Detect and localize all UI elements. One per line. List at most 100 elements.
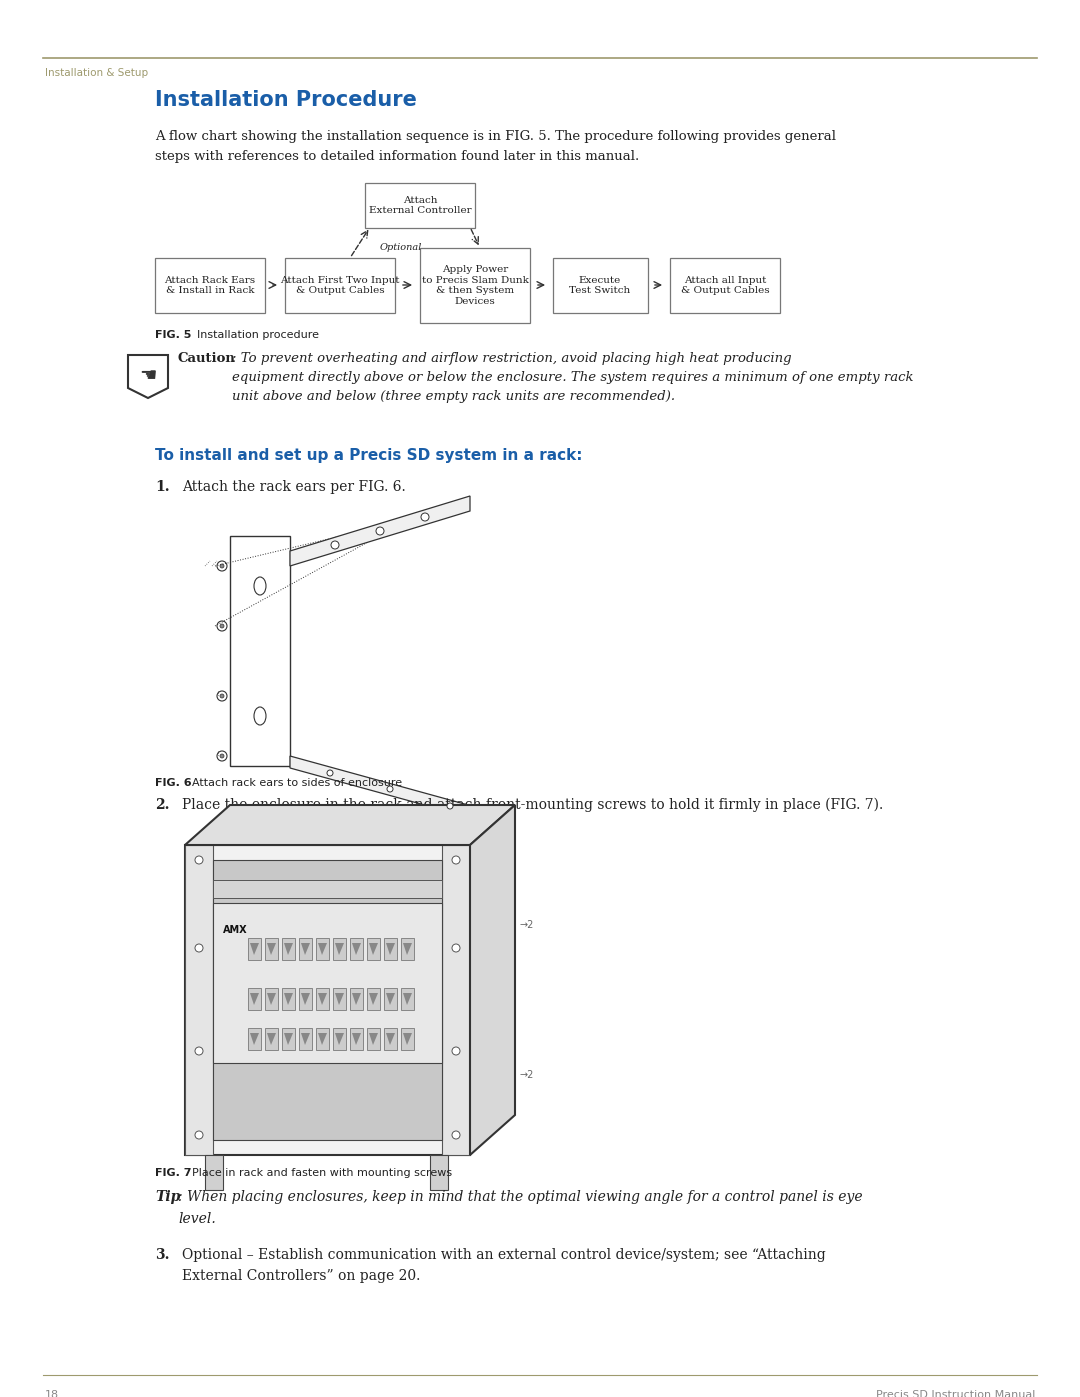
- Text: 3.: 3.: [156, 1248, 170, 1261]
- FancyBboxPatch shape: [299, 988, 312, 1010]
- Polygon shape: [249, 993, 259, 1004]
- Polygon shape: [301, 943, 310, 956]
- Polygon shape: [284, 993, 293, 1004]
- Circle shape: [217, 752, 227, 761]
- Circle shape: [387, 787, 393, 792]
- Polygon shape: [318, 993, 327, 1004]
- Polygon shape: [284, 943, 293, 956]
- FancyBboxPatch shape: [367, 988, 380, 1010]
- Polygon shape: [291, 496, 470, 566]
- Text: FIG. 7: FIG. 7: [156, 1168, 191, 1178]
- Circle shape: [220, 694, 224, 698]
- FancyBboxPatch shape: [265, 988, 278, 1010]
- Text: AMX: AMX: [222, 925, 247, 935]
- FancyBboxPatch shape: [248, 937, 261, 960]
- Circle shape: [195, 1046, 203, 1055]
- Text: Place in rack and fasten with mounting screws: Place in rack and fasten with mounting s…: [185, 1168, 453, 1178]
- Circle shape: [447, 803, 453, 809]
- Polygon shape: [129, 355, 168, 398]
- Text: Place the enclosure in the rack and attach front-mounting screws to hold it firm: Place the enclosure in the rack and atta…: [183, 798, 883, 813]
- Circle shape: [376, 527, 384, 535]
- Polygon shape: [284, 1032, 293, 1045]
- Text: 2.: 2.: [156, 798, 170, 812]
- FancyBboxPatch shape: [333, 937, 346, 960]
- FancyBboxPatch shape: [282, 937, 295, 960]
- FancyBboxPatch shape: [282, 1028, 295, 1051]
- Circle shape: [330, 541, 339, 549]
- Polygon shape: [352, 943, 361, 956]
- Text: Apply Power
to Precis Slam Dunk
& then System
Devices: Apply Power to Precis Slam Dunk & then S…: [421, 265, 528, 306]
- FancyBboxPatch shape: [213, 880, 442, 898]
- FancyBboxPatch shape: [213, 861, 442, 1140]
- Text: 1.: 1.: [156, 481, 170, 495]
- Circle shape: [453, 1132, 460, 1139]
- Text: Attach
External Controller: Attach External Controller: [368, 196, 471, 215]
- Text: 18: 18: [45, 1390, 59, 1397]
- Text: Caution: Caution: [178, 352, 235, 365]
- FancyBboxPatch shape: [333, 988, 346, 1010]
- Polygon shape: [403, 1032, 411, 1045]
- Polygon shape: [386, 993, 395, 1004]
- Circle shape: [453, 944, 460, 951]
- Circle shape: [220, 754, 224, 759]
- FancyBboxPatch shape: [365, 183, 475, 228]
- FancyBboxPatch shape: [401, 1028, 414, 1051]
- FancyBboxPatch shape: [282, 988, 295, 1010]
- Polygon shape: [335, 1032, 345, 1045]
- FancyBboxPatch shape: [401, 988, 414, 1010]
- FancyBboxPatch shape: [156, 258, 265, 313]
- Polygon shape: [470, 805, 515, 1155]
- Polygon shape: [386, 1032, 395, 1045]
- FancyBboxPatch shape: [350, 988, 363, 1010]
- FancyBboxPatch shape: [265, 937, 278, 960]
- Text: A flow chart showing the installation sequence is in FIG. 5. The procedure follo: A flow chart showing the installation se…: [156, 130, 836, 163]
- Polygon shape: [403, 993, 411, 1004]
- FancyBboxPatch shape: [670, 258, 780, 313]
- Text: Installation procedure: Installation procedure: [190, 330, 319, 339]
- FancyBboxPatch shape: [401, 937, 414, 960]
- Polygon shape: [369, 943, 378, 956]
- FancyBboxPatch shape: [384, 1028, 397, 1051]
- FancyBboxPatch shape: [248, 988, 261, 1010]
- Polygon shape: [369, 993, 378, 1004]
- Polygon shape: [335, 943, 345, 956]
- FancyBboxPatch shape: [442, 845, 470, 1155]
- FancyBboxPatch shape: [367, 937, 380, 960]
- Circle shape: [421, 513, 429, 521]
- Circle shape: [195, 856, 203, 863]
- Circle shape: [453, 856, 460, 863]
- Text: FIG. 6: FIG. 6: [156, 778, 191, 788]
- Circle shape: [327, 770, 333, 775]
- Text: Installation Procedure: Installation Procedure: [156, 89, 417, 110]
- Text: Optional – Establish communication with an external control device/system; see “: Optional – Establish communication with …: [183, 1248, 826, 1282]
- FancyBboxPatch shape: [213, 902, 442, 1063]
- Circle shape: [453, 1046, 460, 1055]
- FancyBboxPatch shape: [384, 988, 397, 1010]
- Polygon shape: [352, 1032, 361, 1045]
- FancyBboxPatch shape: [350, 1028, 363, 1051]
- Text: Attach First Two Input
& Output Cables: Attach First Two Input & Output Cables: [280, 275, 400, 295]
- Text: : To prevent overheating and airflow restriction, avoid placing high heat produc: : To prevent overheating and airflow res…: [232, 352, 914, 402]
- Text: FIG. 5: FIG. 5: [156, 330, 191, 339]
- FancyBboxPatch shape: [230, 536, 291, 766]
- FancyBboxPatch shape: [285, 258, 395, 313]
- Polygon shape: [318, 1032, 327, 1045]
- Polygon shape: [301, 1032, 310, 1045]
- Polygon shape: [403, 943, 411, 956]
- Text: Attach all Input
& Output Cables: Attach all Input & Output Cables: [680, 275, 769, 295]
- Polygon shape: [301, 993, 310, 1004]
- Polygon shape: [386, 943, 395, 956]
- Text: →2: →2: [519, 921, 535, 930]
- Circle shape: [217, 622, 227, 631]
- Circle shape: [220, 624, 224, 629]
- Text: Execute
Test Switch: Execute Test Switch: [569, 275, 631, 295]
- Text: Precis SD Instruction Manual: Precis SD Instruction Manual: [876, 1390, 1035, 1397]
- FancyBboxPatch shape: [420, 249, 530, 323]
- Circle shape: [217, 562, 227, 571]
- FancyBboxPatch shape: [185, 845, 470, 1155]
- Text: : When placing enclosures, keep in mind that the optimal viewing angle for a con: : When placing enclosures, keep in mind …: [178, 1190, 863, 1225]
- FancyBboxPatch shape: [248, 1028, 261, 1051]
- Circle shape: [220, 564, 224, 569]
- FancyBboxPatch shape: [185, 845, 213, 1155]
- Ellipse shape: [254, 707, 266, 725]
